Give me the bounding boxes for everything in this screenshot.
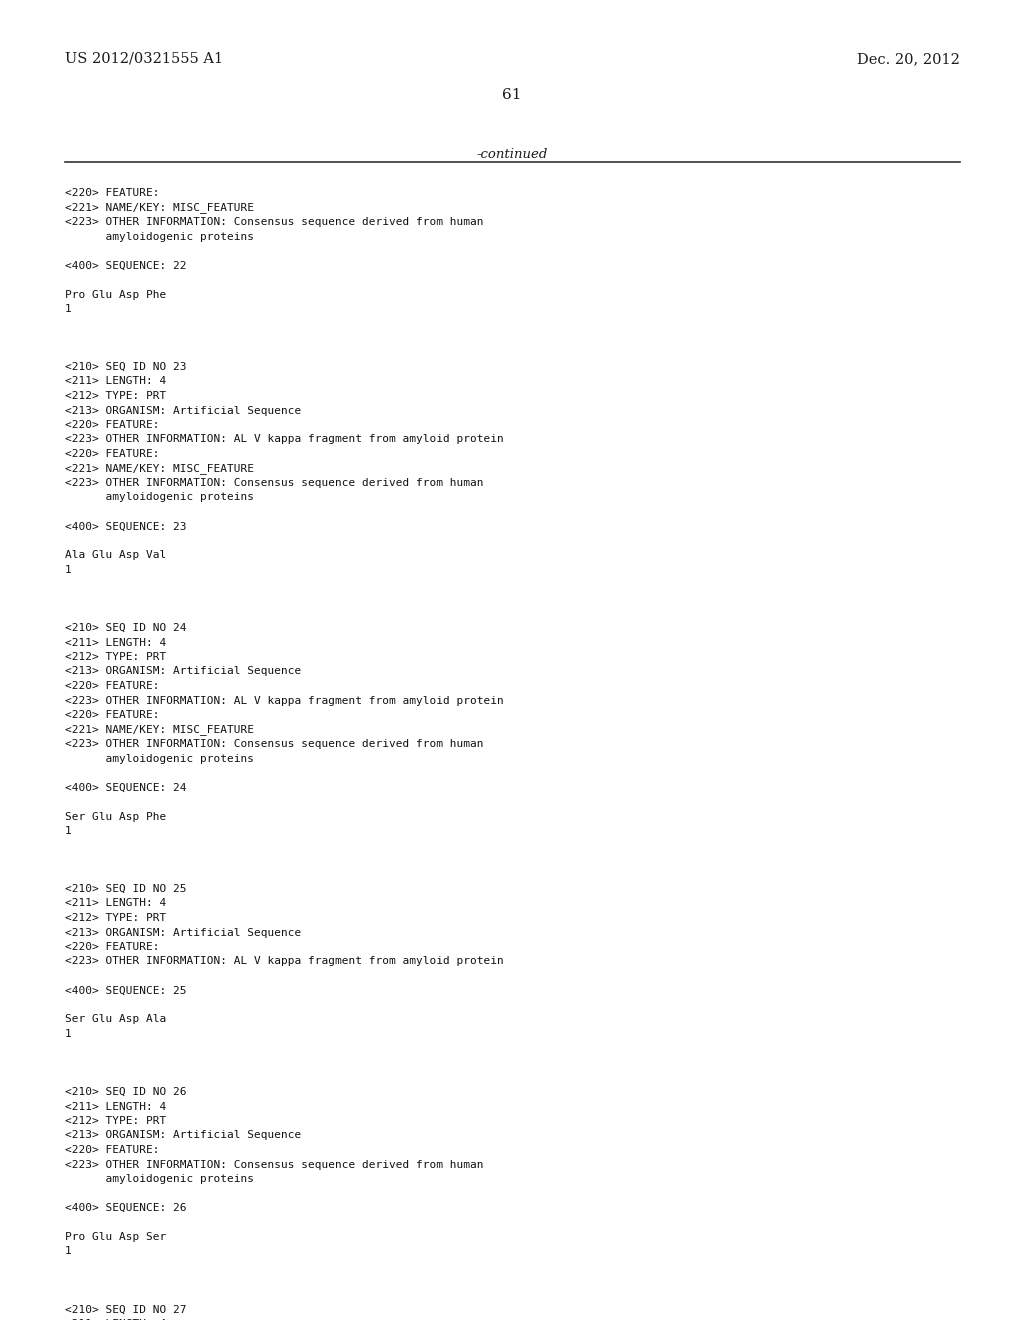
Text: <213> ORGANISM: Artificial Sequence: <213> ORGANISM: Artificial Sequence (65, 928, 301, 937)
Text: <223> OTHER INFORMATION: Consensus sequence derived from human: <223> OTHER INFORMATION: Consensus seque… (65, 739, 483, 748)
Text: <210> SEQ ID NO 25: <210> SEQ ID NO 25 (65, 884, 186, 894)
Text: <220> FEATURE:: <220> FEATURE: (65, 420, 160, 430)
Text: <212> TYPE: PRT: <212> TYPE: PRT (65, 652, 166, 663)
Text: <210> SEQ ID NO 26: <210> SEQ ID NO 26 (65, 1086, 186, 1097)
Text: <211> LENGTH: 4: <211> LENGTH: 4 (65, 899, 166, 908)
Text: <400> SEQUENCE: 26: <400> SEQUENCE: 26 (65, 1203, 186, 1213)
Text: US 2012/0321555 A1: US 2012/0321555 A1 (65, 51, 223, 66)
Text: <400> SEQUENCE: 25: <400> SEQUENCE: 25 (65, 986, 186, 995)
Text: <220> FEATURE:: <220> FEATURE: (65, 942, 160, 952)
Text: <213> ORGANISM: Artificial Sequence: <213> ORGANISM: Artificial Sequence (65, 667, 301, 676)
Text: <211> LENGTH: 4: <211> LENGTH: 4 (65, 1101, 166, 1111)
Text: <223> OTHER INFORMATION: Consensus sequence derived from human: <223> OTHER INFORMATION: Consensus seque… (65, 478, 483, 488)
Text: <210> SEQ ID NO 23: <210> SEQ ID NO 23 (65, 362, 186, 372)
Text: Ser Glu Asp Ala: Ser Glu Asp Ala (65, 1015, 166, 1024)
Text: <400> SEQUENCE: 24: <400> SEQUENCE: 24 (65, 783, 186, 792)
Text: <223> OTHER INFORMATION: AL V kappa fragment from amyloid protein: <223> OTHER INFORMATION: AL V kappa frag… (65, 696, 504, 705)
Text: <221> NAME/KEY: MISC_FEATURE: <221> NAME/KEY: MISC_FEATURE (65, 463, 254, 474)
Text: Dec. 20, 2012: Dec. 20, 2012 (857, 51, 961, 66)
Text: <210> SEQ ID NO 27: <210> SEQ ID NO 27 (65, 1304, 186, 1315)
Text: 1: 1 (65, 1246, 72, 1257)
Text: <212> TYPE: PRT: <212> TYPE: PRT (65, 1115, 166, 1126)
Text: <211> LENGTH: 4: <211> LENGTH: 4 (65, 638, 166, 648)
Text: -continued: -continued (476, 148, 548, 161)
Text: 61: 61 (502, 88, 522, 102)
Text: <400> SEQUENCE: 23: <400> SEQUENCE: 23 (65, 521, 186, 532)
Text: amyloidogenic proteins: amyloidogenic proteins (65, 754, 254, 763)
Text: <220> FEATURE:: <220> FEATURE: (65, 710, 160, 719)
Text: <400> SEQUENCE: 22: <400> SEQUENCE: 22 (65, 260, 186, 271)
Text: 1: 1 (65, 826, 72, 836)
Text: <220> FEATURE:: <220> FEATURE: (65, 681, 160, 690)
Text: Ser Glu Asp Phe: Ser Glu Asp Phe (65, 812, 166, 821)
Text: <220> FEATURE:: <220> FEATURE: (65, 1144, 160, 1155)
Text: <211> LENGTH: 4: <211> LENGTH: 4 (65, 376, 166, 387)
Text: <223> OTHER INFORMATION: Consensus sequence derived from human: <223> OTHER INFORMATION: Consensus seque… (65, 216, 483, 227)
Text: Pro Glu Asp Phe: Pro Glu Asp Phe (65, 289, 166, 300)
Text: <220> FEATURE:: <220> FEATURE: (65, 187, 160, 198)
Text: amyloidogenic proteins: amyloidogenic proteins (65, 231, 254, 242)
Text: Ala Glu Asp Val: Ala Glu Asp Val (65, 550, 166, 561)
Text: <212> TYPE: PRT: <212> TYPE: PRT (65, 391, 166, 401)
Text: 1: 1 (65, 304, 72, 314)
Text: <213> ORGANISM: Artificial Sequence: <213> ORGANISM: Artificial Sequence (65, 1130, 301, 1140)
Text: <221> NAME/KEY: MISC_FEATURE: <221> NAME/KEY: MISC_FEATURE (65, 202, 254, 214)
Text: Pro Glu Asp Ser: Pro Glu Asp Ser (65, 1232, 166, 1242)
Text: amyloidogenic proteins: amyloidogenic proteins (65, 492, 254, 503)
Text: <220> FEATURE:: <220> FEATURE: (65, 449, 160, 459)
Text: <212> TYPE: PRT: <212> TYPE: PRT (65, 913, 166, 923)
Text: 1: 1 (65, 1030, 72, 1039)
Text: <221> NAME/KEY: MISC_FEATURE: <221> NAME/KEY: MISC_FEATURE (65, 725, 254, 735)
Text: <223> OTHER INFORMATION: Consensus sequence derived from human: <223> OTHER INFORMATION: Consensus seque… (65, 1159, 483, 1170)
Text: <223> OTHER INFORMATION: AL V kappa fragment from amyloid protein: <223> OTHER INFORMATION: AL V kappa frag… (65, 957, 504, 966)
Text: 1: 1 (65, 565, 72, 576)
Text: <223> OTHER INFORMATION: AL V kappa fragment from amyloid protein: <223> OTHER INFORMATION: AL V kappa frag… (65, 434, 504, 445)
Text: <210> SEQ ID NO 24: <210> SEQ ID NO 24 (65, 623, 186, 634)
Text: <213> ORGANISM: Artificial Sequence: <213> ORGANISM: Artificial Sequence (65, 405, 301, 416)
Text: amyloidogenic proteins: amyloidogenic proteins (65, 1173, 254, 1184)
